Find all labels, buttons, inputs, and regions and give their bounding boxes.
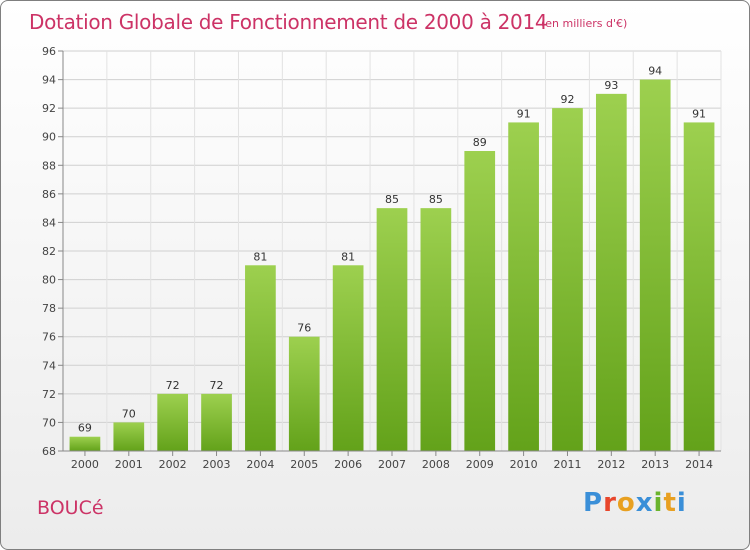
x-tick-label: 2001 <box>115 458 143 471</box>
bar-2004 <box>245 265 276 451</box>
bar-value-label: 85 <box>429 193 443 206</box>
logo-letter: o <box>616 488 636 518</box>
x-tick-label: 2007 <box>378 458 406 471</box>
bar-2002 <box>157 393 189 451</box>
logo-letter: r <box>603 488 617 518</box>
y-tick-label: 96 <box>42 45 56 58</box>
bar-2013 <box>639 79 671 452</box>
bar-value-label: 92 <box>560 93 574 106</box>
bar-value-label: 81 <box>341 250 355 263</box>
y-tick-label: 80 <box>42 274 56 287</box>
chart-subtitle: (en milliers d'€) <box>541 17 628 30</box>
bar-2010 <box>508 122 539 451</box>
bar-2008 <box>420 208 452 451</box>
bar-2000 <box>69 436 101 451</box>
x-tick-label: 2009 <box>466 458 494 471</box>
y-tick-label: 68 <box>42 445 56 458</box>
bar-2007 <box>376 208 408 451</box>
x-tick-label: 2000 <box>71 458 99 471</box>
bar-2014 <box>683 122 715 451</box>
x-tick-label: 2004 <box>246 458 274 471</box>
logo-letter: x <box>635 488 654 518</box>
y-tick-label: 90 <box>42 131 56 144</box>
logo-letter: t <box>663 488 677 518</box>
x-tick-label: 2005 <box>290 458 318 471</box>
logo-letter: i <box>653 488 664 518</box>
bar-value-label: 93 <box>604 79 618 92</box>
bar-value-label: 72 <box>210 379 224 392</box>
bar-2009 <box>464 151 496 451</box>
bar-2012 <box>595 93 627 451</box>
y-tick-label: 78 <box>42 302 56 315</box>
bar-2011 <box>552 108 583 452</box>
y-tick-label: 88 <box>42 159 56 172</box>
y-tick-label: 86 <box>42 188 56 201</box>
chart-title: Dotation Globale de Fonctionnement de 20… <box>29 10 548 34</box>
y-tick-label: 74 <box>42 359 56 372</box>
logo-letter: i <box>676 488 687 518</box>
bar-value-label: 91 <box>692 107 706 120</box>
bar-value-label: 85 <box>385 193 399 206</box>
bar-value-label: 89 <box>473 136 487 149</box>
y-tick-label: 72 <box>42 388 56 401</box>
y-tick-label: 76 <box>42 331 56 344</box>
x-tick-label: 2010 <box>510 458 538 471</box>
bar-value-label: 81 <box>253 250 267 263</box>
bar-value-label: 94 <box>648 65 662 78</box>
x-tick-label: 2003 <box>203 458 231 471</box>
x-tick-label: 2002 <box>159 458 187 471</box>
bar-value-label: 72 <box>166 379 180 392</box>
x-tick-label: 2014 <box>685 458 713 471</box>
x-tick-label: 2006 <box>334 458 362 471</box>
bar-value-label: 91 <box>517 107 531 120</box>
y-tick-label: 70 <box>42 416 56 429</box>
bar-2001 <box>113 422 145 451</box>
x-tick-label: 2013 <box>641 458 669 471</box>
bar-value-label: 70 <box>122 407 136 420</box>
y-tick-label: 94 <box>42 74 56 87</box>
bar-value-label: 69 <box>78 422 92 435</box>
x-tick-label: 2008 <box>422 458 450 471</box>
logo-letter: P <box>583 488 604 518</box>
y-tick-label: 84 <box>42 216 56 229</box>
bar-2005 <box>288 336 320 451</box>
y-tick-label: 92 <box>42 102 56 115</box>
bar-2003 <box>201 393 232 451</box>
proxiti-logo: Proxiti <box>583 488 687 518</box>
commune-name: BOUCé <box>37 497 104 519</box>
x-tick-label: 2011 <box>553 458 581 471</box>
bar-2006 <box>332 265 364 451</box>
y-tick-label: 82 <box>42 245 56 258</box>
x-tick-label: 2012 <box>597 458 625 471</box>
bar-value-label: 76 <box>297 322 311 335</box>
